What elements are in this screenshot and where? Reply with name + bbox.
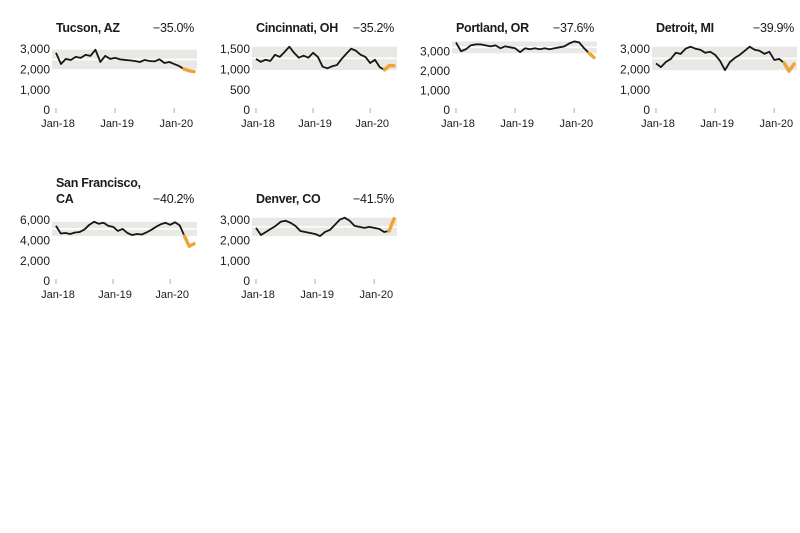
y-axis-label: 2,000 <box>20 254 50 268</box>
city-chart-card: Detroit, MI −39.9% 3,000 2,000 1,000 0 Jan-1… <box>600 12 800 134</box>
chart-change-value: −40.2% <box>153 191 194 206</box>
chart-title: San Francisco, CA <box>56 175 141 206</box>
y-axis-label: 0 <box>43 103 50 117</box>
y-axis-label: 0 <box>43 274 50 288</box>
chart-change-value: −35.0% <box>153 20 194 35</box>
x-axis-label: Jan-20 <box>559 118 593 130</box>
sparkline-highlight <box>182 234 196 248</box>
y-axis-label: 0 <box>243 274 250 288</box>
y-axis-label: 1,000 <box>220 62 250 76</box>
x-axis-label: Jan-20 <box>155 289 189 301</box>
y-axis-label: 3,000 <box>420 44 450 58</box>
x-axis-label: Jan-19 <box>298 118 332 130</box>
x-axis-label: Jan-19 <box>500 118 534 130</box>
x-axis-label: Jan-18 <box>41 289 75 301</box>
sparkline <box>55 220 186 237</box>
y-axis-label: 0 <box>643 103 650 117</box>
chart-change-value: −37.6% <box>553 20 594 35</box>
chart-title: Cincinnati, OH <box>256 20 338 35</box>
charts-row-2: San Francisco, CA −40.2% 6,000 4,000 2,000… <box>0 165 800 305</box>
x-axis-label: Jan-18 <box>441 118 475 130</box>
y-axis-label: 1,000 <box>620 83 650 97</box>
chart-title: Detroit, MI <box>656 20 714 35</box>
city-chart-card: San Francisco, CA −40.2% 6,000 4,000 2,000… <box>0 165 200 305</box>
sparkline <box>55 48 185 70</box>
x-axis-label: Jan-19 <box>300 289 334 301</box>
y-axis-label: 2,000 <box>420 64 450 78</box>
y-axis-label: 1,000 <box>220 254 250 268</box>
city-chart-card: Portland, OR −37.6% 3,000 2,000 1,000 0 Jan-… <box>400 12 600 134</box>
chart-change-value: −39.9% <box>753 20 794 35</box>
chart-change-value: −35.2% <box>353 20 394 35</box>
x-axis-label: Jan-20 <box>759 118 793 130</box>
x-axis-label: Jan-19 <box>98 289 132 301</box>
chart-title: Denver, CO <box>256 191 321 206</box>
chart-title: Portland, OR <box>456 20 529 35</box>
chart-change-value: −41.5% <box>353 191 394 206</box>
y-axis-label: 0 <box>243 103 250 117</box>
sparkline-highlight <box>182 67 196 74</box>
city-chart-card: Tucson, AZ −35.0% 3,000 2,000 1,000 0 Jan-18… <box>0 12 200 134</box>
chart-header: Detroit, MI −39.9% <box>600 12 800 36</box>
x-axis-label: Jan-19 <box>100 118 134 130</box>
x-axis-label: Jan-20 <box>159 118 193 130</box>
x-axis-label: Jan-19 <box>700 118 734 130</box>
y-axis-label: 3,000 <box>220 213 250 227</box>
y-axis-label: 2,000 <box>620 62 650 76</box>
y-axis-label: 2,000 <box>220 233 250 247</box>
x-axis-label: Jan-20 <box>355 118 389 130</box>
sparkline <box>455 40 590 54</box>
city-chart-card: Cincinnati, OH −35.2% 1,500 1,000 500 0 Jan-… <box>200 12 400 134</box>
charts-row-1: Tucson, AZ −35.0% 3,000 2,000 1,000 0 Jan-18… <box>0 0 800 134</box>
y-axis-label: 3,000 <box>20 42 50 56</box>
x-axis-label: Jan-20 <box>359 289 393 301</box>
y-axis-label: 1,500 <box>220 42 250 56</box>
chart-header: Portland, OR −37.6% <box>400 12 600 36</box>
sparkline-highlight <box>382 63 396 72</box>
x-axis-label: Jan-18 <box>241 118 275 130</box>
sparkline <box>255 45 385 71</box>
sparkline-highlight <box>387 216 396 233</box>
sparkline <box>655 45 785 72</box>
sparkline <box>255 216 390 237</box>
y-axis-label: 1,000 <box>420 84 450 98</box>
x-axis-label: Jan-18 <box>641 118 675 130</box>
city-chart-card: Denver, CO −41.5% 3,000 2,000 1,000 0 Jan-18… <box>200 165 400 305</box>
sparkline-highlight <box>587 51 596 60</box>
charts-panel: Tucson, AZ −35.0% 3,000 2,000 1,000 0 Jan-18… <box>0 0 800 305</box>
y-axis-label: 500 <box>230 83 250 97</box>
y-axis-label: 6,000 <box>20 213 50 227</box>
y-axis-label: 2,000 <box>20 62 50 76</box>
sparkline-highlight <box>782 61 796 73</box>
chart-header: Tucson, AZ −35.0% <box>0 12 200 36</box>
chart-title: Tucson, AZ <box>56 20 120 35</box>
y-axis-label: 4,000 <box>20 233 50 247</box>
x-axis-label: Jan-18 <box>41 118 75 130</box>
x-axis-label: Jan-18 <box>241 289 275 301</box>
y-axis-label: 3,000 <box>620 42 650 56</box>
y-axis-label: 1,000 <box>20 83 50 97</box>
chart-header: Denver, CO −41.5% <box>200 165 400 207</box>
chart-header: Cincinnati, OH −35.2% <box>200 12 400 36</box>
y-axis-label: 0 <box>443 103 450 117</box>
chart-header: San Francisco, CA −40.2% <box>0 165 200 207</box>
